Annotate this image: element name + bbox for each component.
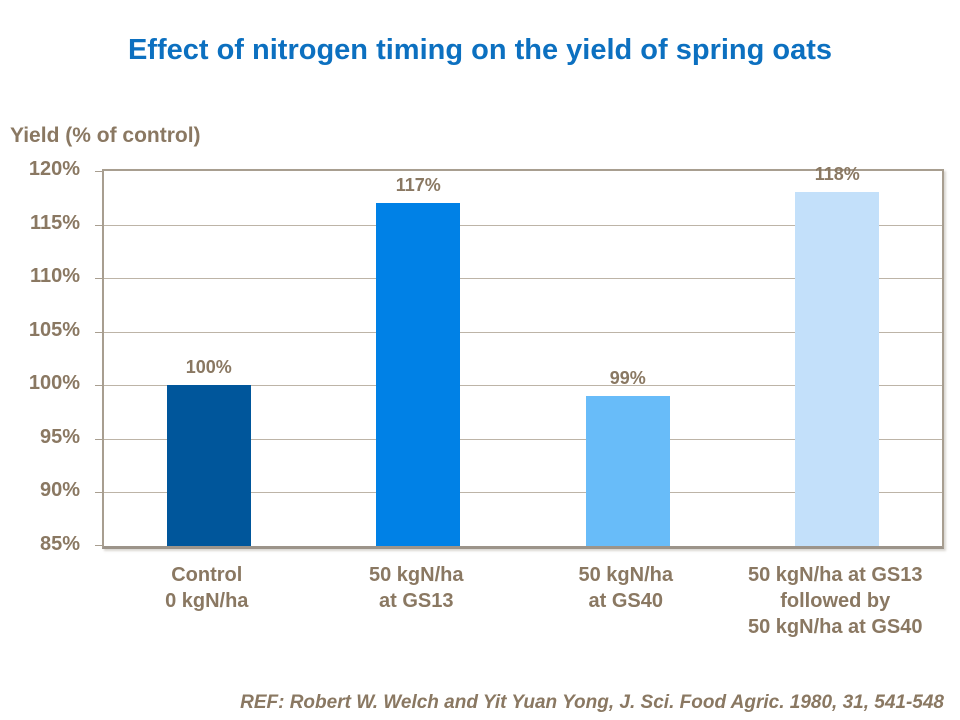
data-label-1: 100%: [185, 357, 232, 378]
y-tick-mark: [95, 438, 103, 440]
y-tick-label: 115%: [29, 211, 80, 234]
bar-2: [376, 203, 461, 546]
y-tick-mark: [95, 492, 103, 494]
y-tick-mark: [95, 545, 103, 546]
reference-footer: REF: Robert W. Welch and Yit Yuan Yong, …: [240, 692, 944, 713]
gridline: [104, 331, 942, 333]
gridline: [104, 224, 942, 226]
plot-area: 100% 117% 99% 118%: [95, 164, 944, 549]
gridline: [104, 438, 942, 440]
y-axis-tick-labels: 85% 90% 95% 100% 105% 110% 115% 120%: [0, 158, 80, 555]
y-tick-label: 120%: [28, 158, 80, 180]
y-tick-mark: [95, 278, 103, 280]
data-label-4: 118%: [814, 164, 860, 185]
y-tick-label: 105%: [28, 318, 80, 341]
data-label-3: 99%: [609, 368, 646, 388]
y-tick-label: 110%: [29, 265, 80, 288]
y-tick-mark: [95, 331, 103, 333]
category-label-3: 50 kgN/ha at GS40: [578, 564, 673, 612]
bar-3: [585, 396, 670, 546]
y-axis-title: Yield (% of control): [10, 124, 201, 147]
category-label-1: Control 0 kgN/ha: [165, 564, 249, 612]
x-axis-category-labels: Control 0 kgN/ha 50 kgN/ha at GS13 50 kgN/…: [102, 562, 944, 652]
y-tick-label: 100%: [28, 372, 80, 395]
gridline: [104, 492, 942, 494]
bar-1: [166, 385, 251, 546]
y-tick-label: 95%: [39, 425, 80, 448]
gridline: [104, 278, 942, 280]
bar-4: [795, 192, 880, 546]
y-tick-mark: [95, 171, 103, 172]
y-tick-mark: [95, 385, 103, 387]
data-label-2: 117%: [395, 175, 441, 196]
gridline: [104, 385, 942, 387]
category-label-2: 50 kgN/ha at GS13: [369, 564, 464, 612]
category-label-4: 50 kgN/ha at GS13 followed by 50 kgN/ha …: [747, 564, 923, 638]
y-tick-label: 90%: [39, 479, 80, 502]
y-tick-mark: [95, 224, 103, 226]
chart-title: Effect of nitrogen timing on the yield o…: [127, 34, 833, 66]
y-tick-label: 85%: [39, 533, 80, 555]
